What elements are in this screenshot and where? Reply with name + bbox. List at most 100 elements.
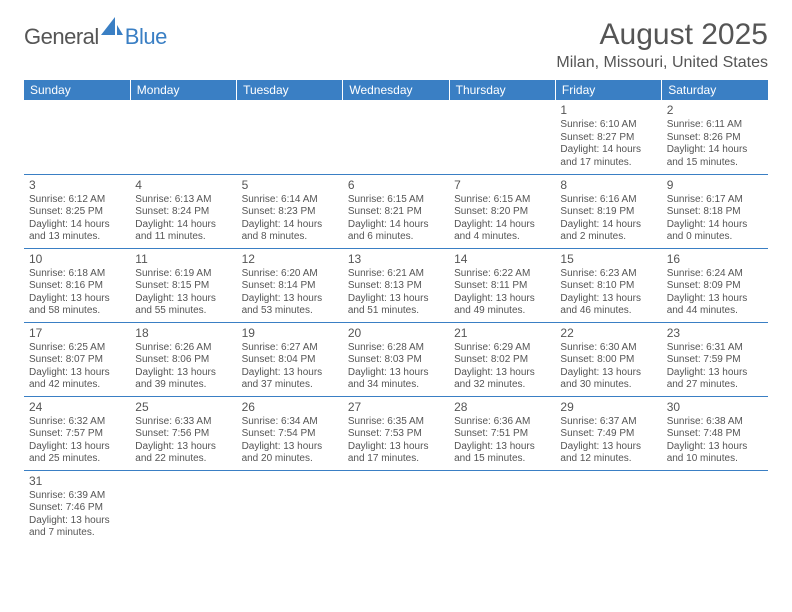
sail-icon [99,15,125,42]
daylight-text: and 34 minutes. [348,379,444,392]
sunrise-text: Sunrise: 6:36 AM [454,416,550,429]
daylight-text: Daylight: 14 hours [667,144,763,157]
day-number: 24 [29,400,125,415]
daylight-text: and 15 minutes. [667,157,763,170]
sunrise-text: Sunrise: 6:24 AM [667,268,763,281]
day-number: 17 [29,326,125,341]
calendar-day-cell: 28Sunrise: 6:36 AMSunset: 7:51 PMDayligh… [449,396,555,470]
sunrise-text: Sunrise: 6:32 AM [29,416,125,429]
day-header: Tuesday [237,80,343,100]
calendar-day-cell: 2Sunrise: 6:11 AMSunset: 8:26 PMDaylight… [662,100,768,174]
calendar-week-row: 10Sunrise: 6:18 AMSunset: 8:16 PMDayligh… [24,248,768,322]
day-number: 29 [560,400,656,415]
daylight-text: Daylight: 13 hours [560,441,656,454]
day-number: 27 [348,400,444,415]
daylight-text: and 10 minutes. [667,453,763,466]
daylight-text: and 7 minutes. [29,527,125,540]
daylight-text: and 20 minutes. [242,453,338,466]
calendar-week-row: 17Sunrise: 6:25 AMSunset: 8:07 PMDayligh… [24,322,768,396]
header: General Blue August 2025 Milan, Missouri… [24,18,768,72]
calendar-empty-cell [662,470,768,544]
calendar-empty-cell [449,470,555,544]
calendar-day-cell: 20Sunrise: 6:28 AMSunset: 8:03 PMDayligh… [343,322,449,396]
daylight-text: Daylight: 13 hours [454,367,550,380]
day-number: 20 [348,326,444,341]
daylight-text: and 58 minutes. [29,305,125,318]
sunset-text: Sunset: 8:18 PM [667,206,763,219]
daylight-text: Daylight: 14 hours [242,219,338,232]
sunset-text: Sunset: 7:54 PM [242,428,338,441]
sunset-text: Sunset: 8:25 PM [29,206,125,219]
sunrise-text: Sunrise: 6:14 AM [242,194,338,207]
calendar-day-cell: 22Sunrise: 6:30 AMSunset: 8:00 PMDayligh… [555,322,661,396]
sunset-text: Sunset: 8:21 PM [348,206,444,219]
calendar-day-cell: 25Sunrise: 6:33 AMSunset: 7:56 PMDayligh… [130,396,236,470]
daylight-text: and 49 minutes. [454,305,550,318]
daylight-text: Daylight: 13 hours [242,293,338,306]
sunset-text: Sunset: 7:56 PM [135,428,231,441]
day-number: 30 [667,400,763,415]
calendar-week-row: 24Sunrise: 6:32 AMSunset: 7:57 PMDayligh… [24,396,768,470]
calendar-table: SundayMondayTuesdayWednesdayThursdayFrid… [24,80,768,544]
sunrise-text: Sunrise: 6:10 AM [560,119,656,132]
sunrise-text: Sunrise: 6:21 AM [348,268,444,281]
daylight-text: Daylight: 13 hours [667,293,763,306]
day-header: Wednesday [343,80,449,100]
calendar-day-cell: 3Sunrise: 6:12 AMSunset: 8:25 PMDaylight… [24,174,130,248]
sunset-text: Sunset: 8:06 PM [135,354,231,367]
calendar-day-cell: 9Sunrise: 6:17 AMSunset: 8:18 PMDaylight… [662,174,768,248]
day-header: Monday [130,80,236,100]
calendar-empty-cell [130,470,236,544]
daylight-text: and 39 minutes. [135,379,231,392]
calendar-empty-cell [343,470,449,544]
sunrise-text: Sunrise: 6:12 AM [29,194,125,207]
day-number: 11 [135,252,231,267]
day-number: 3 [29,178,125,193]
sunrise-text: Sunrise: 6:15 AM [454,194,550,207]
calendar-day-cell: 21Sunrise: 6:29 AMSunset: 8:02 PMDayligh… [449,322,555,396]
calendar-day-cell: 11Sunrise: 6:19 AMSunset: 8:15 PMDayligh… [130,248,236,322]
daylight-text: Daylight: 13 hours [667,367,763,380]
sunset-text: Sunset: 8:10 PM [560,280,656,293]
daylight-text: and 46 minutes. [560,305,656,318]
calendar-day-cell: 19Sunrise: 6:27 AMSunset: 8:04 PMDayligh… [237,322,343,396]
daylight-text: Daylight: 13 hours [667,441,763,454]
sunrise-text: Sunrise: 6:13 AM [135,194,231,207]
day-number: 13 [348,252,444,267]
sunrise-text: Sunrise: 6:11 AM [667,119,763,132]
calendar-day-cell: 13Sunrise: 6:21 AMSunset: 8:13 PMDayligh… [343,248,449,322]
daylight-text: and 17 minutes. [348,453,444,466]
calendar-day-cell: 12Sunrise: 6:20 AMSunset: 8:14 PMDayligh… [237,248,343,322]
daylight-text: and 2 minutes. [560,231,656,244]
sunset-text: Sunset: 7:46 PM [29,502,125,515]
day-number: 10 [29,252,125,267]
day-number: 31 [29,474,125,489]
day-number: 19 [242,326,338,341]
daylight-text: Daylight: 13 hours [135,367,231,380]
daylight-text: Daylight: 13 hours [560,367,656,380]
day-number: 25 [135,400,231,415]
sunrise-text: Sunrise: 6:27 AM [242,342,338,355]
day-number: 21 [454,326,550,341]
calendar-day-cell: 23Sunrise: 6:31 AMSunset: 7:59 PMDayligh… [662,322,768,396]
day-number: 15 [560,252,656,267]
daylight-text: Daylight: 13 hours [348,441,444,454]
calendar-empty-cell [343,100,449,174]
daylight-text: Daylight: 13 hours [29,441,125,454]
daylight-text: and 11 minutes. [135,231,231,244]
sunset-text: Sunset: 8:00 PM [560,354,656,367]
sunset-text: Sunset: 8:15 PM [135,280,231,293]
logo: General Blue [24,24,167,50]
daylight-text: and 4 minutes. [454,231,550,244]
sunrise-text: Sunrise: 6:28 AM [348,342,444,355]
sunset-text: Sunset: 8:13 PM [348,280,444,293]
daylight-text: and 22 minutes. [135,453,231,466]
calendar-day-cell: 29Sunrise: 6:37 AMSunset: 7:49 PMDayligh… [555,396,661,470]
sunset-text: Sunset: 8:19 PM [560,206,656,219]
sunset-text: Sunset: 8:09 PM [667,280,763,293]
sunrise-text: Sunrise: 6:26 AM [135,342,231,355]
sunrise-text: Sunrise: 6:35 AM [348,416,444,429]
sunset-text: Sunset: 8:24 PM [135,206,231,219]
daylight-text: and 30 minutes. [560,379,656,392]
sunset-text: Sunset: 8:26 PM [667,132,763,145]
